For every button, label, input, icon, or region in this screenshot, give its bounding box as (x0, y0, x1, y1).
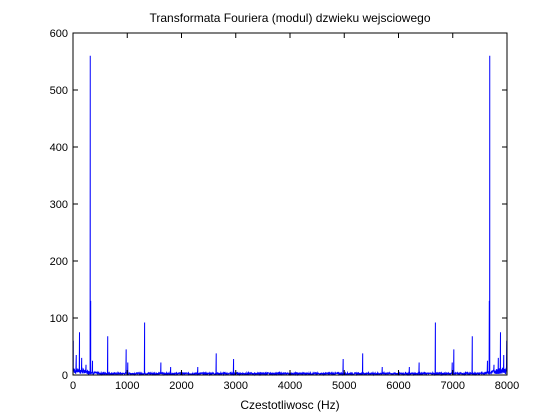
x-axis-label: Czestotliwosc (Hz) (240, 398, 339, 412)
x-tick-label: 0 (70, 380, 76, 392)
x-tick-label: 1000 (115, 380, 139, 392)
y-tick-label: 200 (50, 256, 68, 268)
y-tick-label: 400 (50, 142, 68, 154)
x-tick-label: 3000 (224, 380, 248, 392)
y-tick-label: 300 (50, 199, 68, 211)
y-tick-label: 600 (50, 28, 68, 40)
plot-area: 0 1000 2000 3000 4000 5000 6000 7000 8000 0 100 20… (50, 28, 520, 392)
x-tick-label: 6000 (386, 380, 410, 392)
chart-title: Transformata Fouriera (modul) dzwieku we… (150, 11, 431, 25)
x-tick-label: 2000 (169, 380, 193, 392)
x-tick-label: 4000 (278, 380, 302, 392)
y-tick-label: 0 (62, 370, 68, 382)
y-tick-label: 100 (50, 313, 68, 325)
y-axis-ticks: 0 100 200 300 400 500 600 (50, 28, 507, 382)
x-tick-label: 5000 (332, 380, 356, 392)
x-tick-label: 7000 (441, 380, 465, 392)
x-tick-label: 8000 (495, 380, 519, 392)
y-tick-label: 500 (50, 85, 68, 97)
x-axis-ticks: 0 1000 2000 3000 4000 5000 6000 7000 8000 (70, 33, 519, 392)
plot-frame (73, 33, 507, 375)
